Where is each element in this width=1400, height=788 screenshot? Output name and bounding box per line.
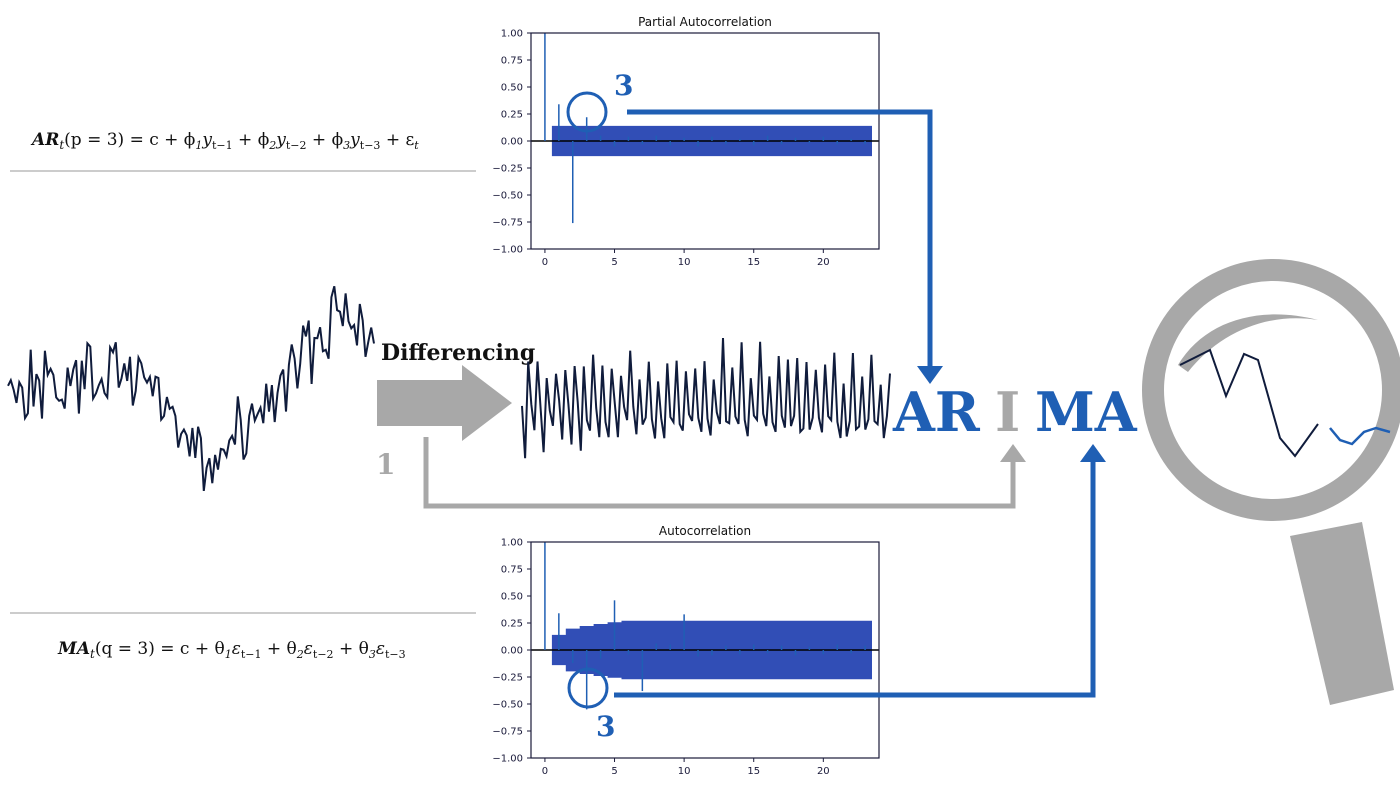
ar-lhs-sub: t — [59, 138, 64, 152]
magnified-forecast-line — [1329, 426, 1391, 446]
pacf-ytick-label: −0.25 — [492, 164, 523, 175]
acf-ytick-label: −0.50 — [492, 700, 523, 711]
ma-lhs-sub: t — [90, 647, 95, 661]
q-connector-arrowhead — [1080, 444, 1106, 462]
magnifier-lens — [1142, 259, 1400, 521]
d-connector-line — [423, 437, 1016, 509]
pacf-ytick-label: −0.75 — [492, 218, 523, 229]
p-connector-line — [627, 109, 933, 370]
acf-ytick-label: −0.25 — [492, 673, 523, 684]
pacf-plot: Partial Autocorrelation 1.00 0.75 0.50 0.25 0… — [492, 15, 880, 268]
p-connector-arrowhead — [917, 366, 943, 384]
ma-param: (q = 3) — [95, 639, 155, 659]
acf-ytick-label: 0.00 — [501, 646, 523, 657]
pacf-title: Partial Autocorrelation — [638, 15, 772, 29]
acf-ytick-label: 0.50 — [501, 592, 523, 603]
p-order-label: 3 — [614, 69, 633, 102]
ar-equation: ARt(p = 3) = c + ϕ1yt−1 + ϕ2yt−2 + ϕ3yt−… — [30, 130, 419, 152]
d-order-label: 1 — [376, 448, 395, 481]
magnifying-glass-icon — [1142, 259, 1400, 705]
ma-equation: MAt(q = 3) = c + θ1εt−1 + θ2εt−2 + θ3εt−… — [57, 639, 406, 661]
acf-ytick-label: −0.75 — [492, 727, 523, 738]
differencing-arrow — [377, 365, 512, 441]
acf-plot: Autocorrelation 1.00 0.75 0.50 0.25 0.00 −0.25… — [492, 524, 880, 777]
pacf-xtick-label: 10 — [678, 257, 691, 268]
acf-ytick-label: −1.00 — [492, 754, 523, 765]
pacf-ytick-label: 0.50 — [501, 83, 523, 94]
acf-title: Autocorrelation — [659, 524, 751, 538]
pacf-ytick-label: 0.00 — [501, 137, 523, 148]
acf-ytick-label: 1.00 — [501, 538, 523, 549]
acf-ytick-label: 0.75 — [501, 565, 523, 576]
arima-i-label: I — [995, 380, 1020, 444]
magnifier-handle — [1290, 522, 1394, 705]
ar-lhs: AR — [30, 130, 59, 150]
pacf-ytick-label: −0.50 — [492, 191, 523, 202]
original-time-series — [7, 286, 375, 492]
differenced-time-series — [521, 337, 891, 459]
pacf-xtick-label: 20 — [817, 257, 830, 268]
pacf-ytick-label: 1.00 — [501, 29, 523, 40]
q-order-label: 3 — [596, 710, 615, 743]
pacf-xtick-label: 15 — [747, 257, 760, 268]
arima-ar-label: AR — [892, 380, 981, 444]
pacf-ytick-label: −1.00 — [492, 245, 523, 256]
pacf-ytick-label: 0.25 — [501, 110, 523, 121]
p-lag-highlight-circle — [566, 91, 608, 133]
ma-equation-text: MAt(q = 3) = c + θ1εt−1 + θ2εt−2 + θ3εt−… — [57, 639, 406, 661]
q-connector-line — [614, 460, 1096, 698]
ar-equation-text: ARt(p = 3) = c + ϕ1yt−1 + ϕ2yt−2 + ϕ3yt−… — [30, 130, 419, 152]
pacf-ytick-label: 0.75 — [501, 56, 523, 67]
ar-param: (p = 3) — [64, 130, 124, 150]
acf-ytick-label: 0.25 — [501, 619, 523, 630]
q-lag-highlight-circle — [567, 667, 609, 709]
ma-lhs: MA — [57, 639, 90, 659]
magnified-history-line — [1179, 348, 1319, 458]
acf-xtick-label: 0 — [542, 766, 548, 777]
acf-xtick-label: 15 — [747, 766, 760, 777]
differencing-label: Differencing — [381, 340, 535, 366]
magnifier-glare — [1178, 314, 1318, 372]
d-connector-arrowhead — [1000, 444, 1026, 462]
acf-xtick-label: 20 — [817, 766, 830, 777]
acf-xtick-label: 10 — [678, 766, 691, 777]
arima-ma-label: MA — [1035, 380, 1138, 444]
pacf-xtick-label: 0 — [542, 257, 548, 268]
pacf-xtick-label: 5 — [611, 257, 617, 268]
acf-xtick-label: 5 — [611, 766, 617, 777]
